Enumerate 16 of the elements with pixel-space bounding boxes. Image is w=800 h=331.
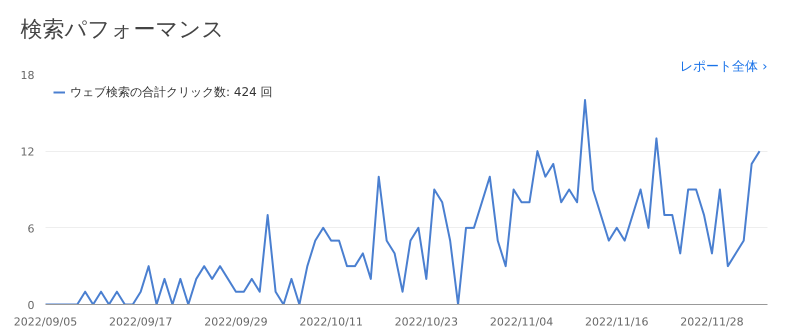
legend-label: ウェブ検索の合計クリック数: 424 回 xyxy=(70,84,273,100)
x-tick-label: 2022/09/17 xyxy=(109,316,172,328)
x-tick-label: 2022/11/16 xyxy=(585,316,648,328)
x-tick-label: 2022/11/28 xyxy=(680,316,744,328)
chart-title: 検索パフォーマンス xyxy=(20,18,224,42)
y-tick-label: 18 xyxy=(20,69,35,82)
y-tick-label: 0 xyxy=(28,299,34,312)
x-tick-label: 2022/09/05 xyxy=(14,316,78,328)
x-tick-label: 2022/09/29 xyxy=(204,316,268,328)
x-tick-label: 2022/10/11 xyxy=(299,316,363,328)
y-tick-label: 12 xyxy=(20,146,35,159)
text: レポート全体 › xyxy=(680,60,768,74)
x-tick-label: 2022/11/04 xyxy=(490,316,554,328)
line-series xyxy=(46,99,761,304)
y-tick-label: 6 xyxy=(28,222,34,236)
x-tick-label: 2022/10/23 xyxy=(394,316,458,328)
